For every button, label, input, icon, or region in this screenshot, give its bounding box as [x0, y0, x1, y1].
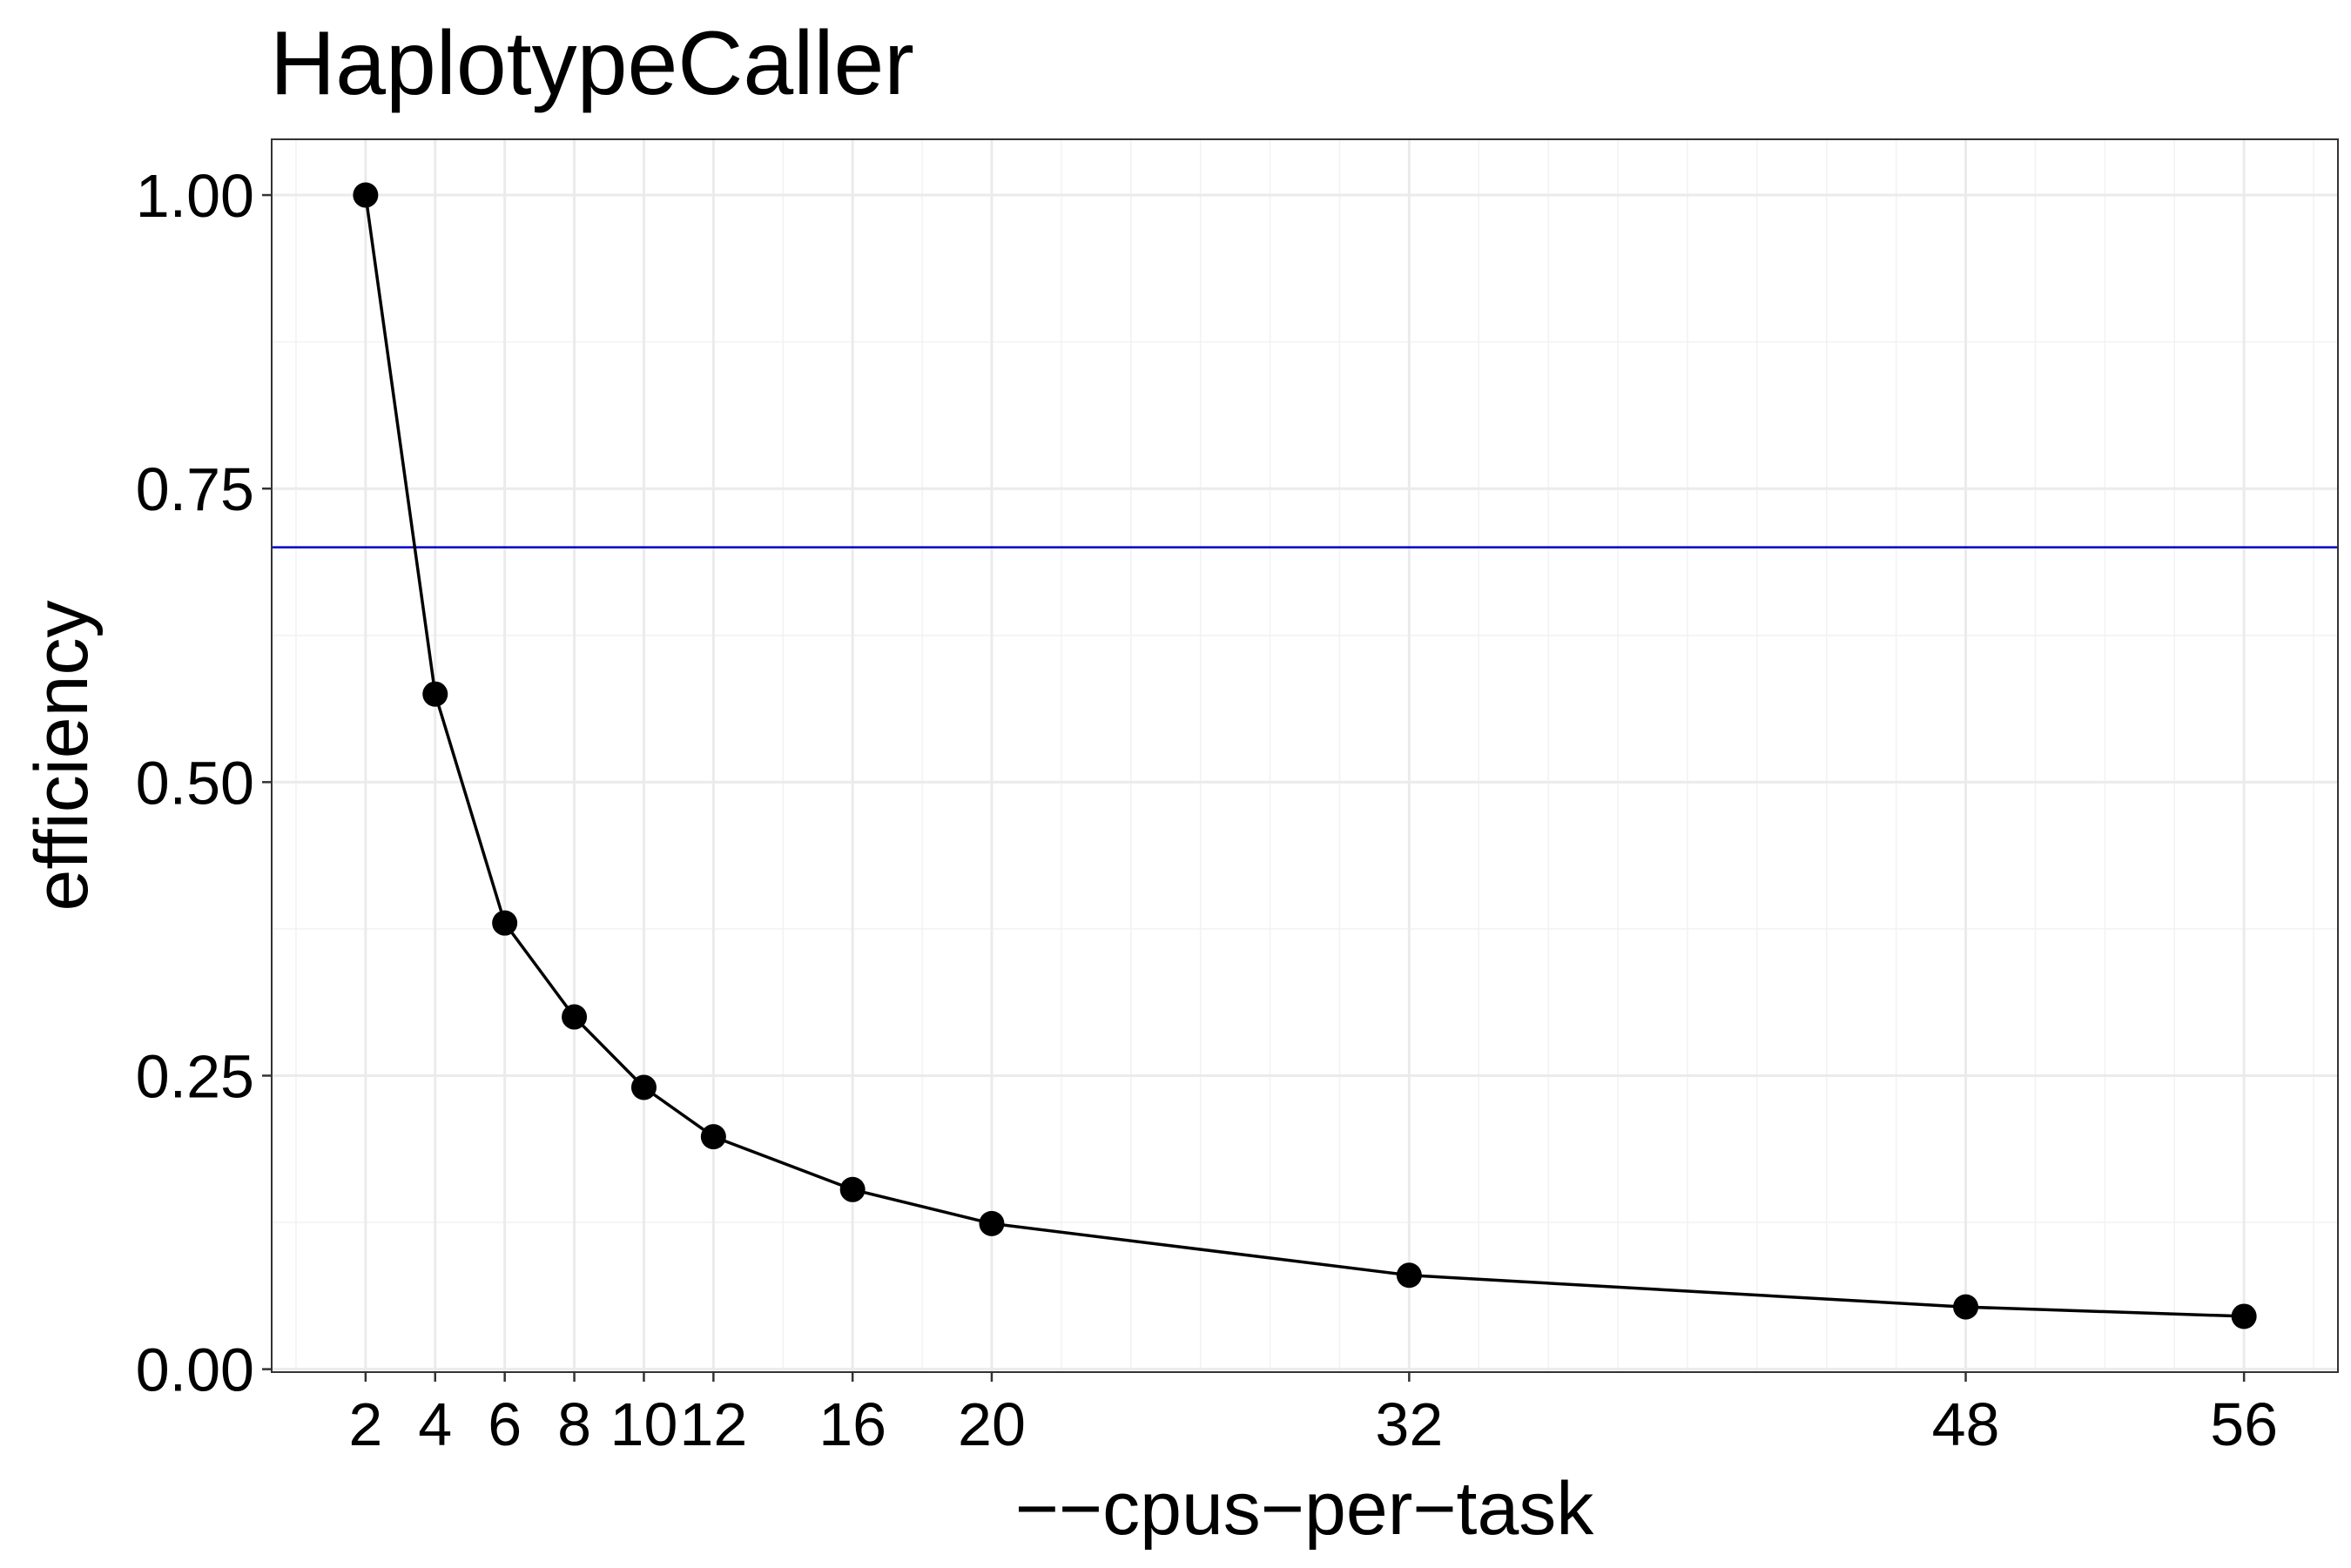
data-point — [2231, 1303, 2257, 1329]
data-point — [1396, 1262, 1422, 1289]
data-point — [979, 1210, 1005, 1236]
x-tick-label: 6 — [488, 1390, 522, 1458]
data-point — [839, 1176, 866, 1202]
x-tick-label: 12 — [679, 1390, 747, 1458]
y-tick-label: 0.75 — [136, 455, 254, 523]
y-tick-label: 1.00 — [136, 162, 254, 230]
y-tick-label: 0.00 — [136, 1336, 254, 1404]
x-tick-label: 56 — [2210, 1390, 2278, 1458]
grid — [272, 139, 2338, 1372]
x-tick-label: 16 — [818, 1390, 886, 1458]
x-tick-label: 10 — [610, 1390, 678, 1458]
data-point — [1953, 1294, 1979, 1320]
data-point — [700, 1124, 726, 1150]
x-axis: 2 4 6 8 10 12 16 20 32 48 56 — [348, 1372, 2278, 1458]
data-point — [353, 182, 379, 208]
x-axis-title: −−cpus−per−task — [1015, 1467, 1595, 1551]
x-tick-label: 2 — [348, 1390, 382, 1458]
y-axis-title: efficiency — [20, 601, 104, 912]
data-point — [492, 910, 518, 936]
chart-title: HaplotypeCaller — [270, 13, 914, 114]
x-tick-label: 8 — [557, 1390, 591, 1458]
x-tick-label: 32 — [1375, 1390, 1443, 1458]
data-point — [630, 1074, 657, 1100]
y-tick-label: 0.25 — [136, 1042, 254, 1110]
x-tick-label: 48 — [1932, 1390, 2000, 1458]
x-tick-label: 20 — [958, 1390, 1026, 1458]
y-tick-label: 0.50 — [136, 749, 254, 817]
series-group — [353, 182, 2257, 1329]
x-tick-label: 4 — [418, 1390, 452, 1458]
data-point — [562, 1004, 588, 1030]
plot-panel-border — [271, 138, 2339, 1373]
data-point — [422, 681, 448, 707]
y-axis: 0.00 0.25 0.50 0.75 1.00 — [136, 162, 272, 1404]
